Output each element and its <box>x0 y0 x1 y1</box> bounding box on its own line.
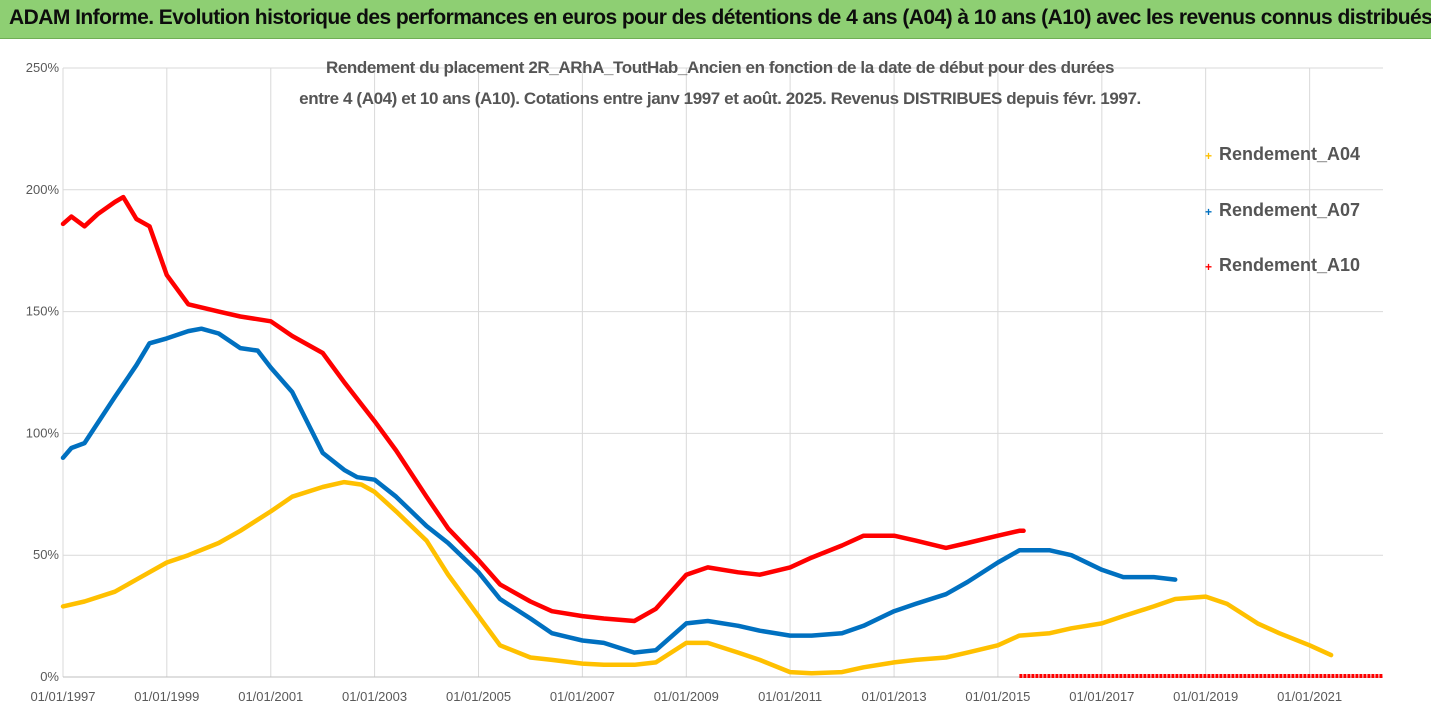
x-tick-label: 01/01/2001 <box>238 689 303 704</box>
chart-area: 0% 50% 100% 150% 200% 250% 01/01/1997 01/01/19… <box>0 38 1431 721</box>
legend-label-a10: Rendement_A10 <box>1219 255 1361 275</box>
x-tick-label: 01/01/2011 <box>758 689 822 704</box>
y-tick-label: 0% <box>40 669 59 684</box>
header-banner: ADAM Informe. Evolution historique des p… <box>0 0 1431 39</box>
y-tick-label: 150% <box>26 304 60 319</box>
legend-label-a07: Rendement_A07 <box>1219 200 1361 220</box>
legend-item-a10: + Rendement_A10 <box>1205 255 1360 276</box>
page-title: ADAM Informe. Evolution historique des p… <box>9 6 1431 29</box>
x-tick-label: 01/01/2005 <box>446 689 511 704</box>
legend-label-a04: Rendement_A04 <box>1219 144 1361 164</box>
x-tick-label: 01/01/2007 <box>550 689 615 704</box>
y-tick-label: 250% <box>26 60 60 75</box>
chart-title-line-2: entre 4 (A04) et 10 ans (A10). Cotations… <box>299 89 1141 108</box>
series-line-a07 <box>60 326 1178 655</box>
x-tick-label: 01/01/1999 <box>134 689 199 704</box>
chart-title-line-1: Rendement du placement 2R_ARhA_ToutHab_A… <box>325 58 1115 77</box>
x-tick-label: 01/01/2009 <box>654 689 719 704</box>
x-tick-label: 01/01/2017 <box>1069 689 1134 704</box>
legend-item-a04: + Rendement_A04 <box>1205 144 1360 165</box>
legend-marker-a04-icon: + <box>1205 149 1213 163</box>
legend-marker-a10-icon: + <box>1205 260 1213 274</box>
x-tick-label: 01/01/1997 <box>30 689 95 704</box>
series-lines <box>60 194 1383 678</box>
y-tick-label: 100% <box>26 425 60 440</box>
legend-marker-a07-icon: + <box>1205 205 1213 219</box>
x-tick-label: 01/01/2015 <box>965 689 1030 704</box>
x-axis-ticks: 01/01/1997 01/01/1999 01/01/2001 01/01/2003… <box>30 689 1342 704</box>
y-axis-ticks: 0% 50% 100% 150% 200% 250% <box>26 60 60 684</box>
legend-item-a07: + Rendement_A07 <box>1205 200 1360 221</box>
x-tick-label: 01/01/2019 <box>1173 689 1238 704</box>
x-tick-label: 01/01/2013 <box>862 689 927 704</box>
gridlines <box>62 67 1383 678</box>
series-line-a04 <box>60 479 1334 676</box>
x-tick-label: 01/01/2021 <box>1277 689 1342 704</box>
chart-svg: 0%50%100%150%200%250% 01/01/1997 01/01/19… <box>26 60 1383 704</box>
y-tick-label: 50% <box>33 547 59 562</box>
x-tick-label: 01/01/2003 <box>342 689 407 704</box>
y-tick-label: 200% <box>26 182 60 197</box>
series-line-a10 <box>60 194 1026 624</box>
